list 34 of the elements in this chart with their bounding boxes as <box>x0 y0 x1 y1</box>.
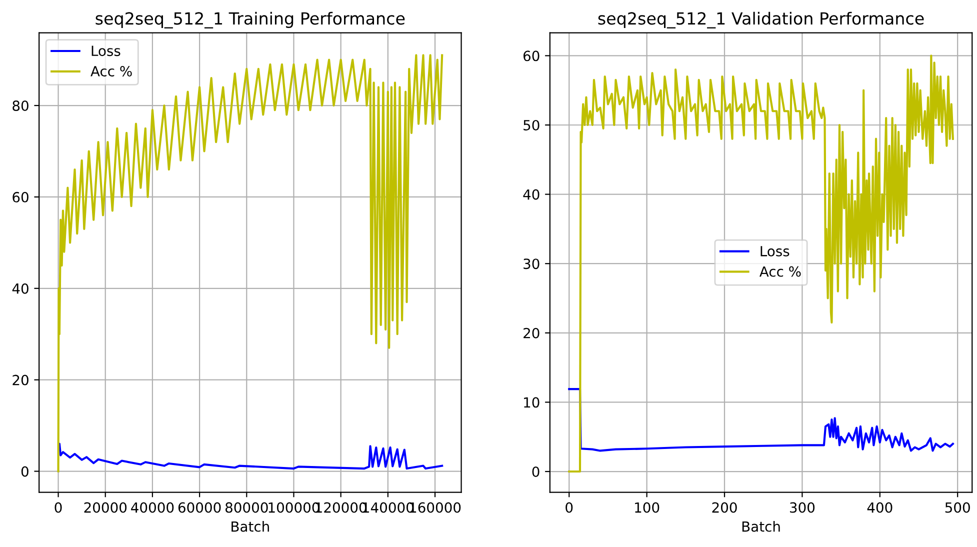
x-tick-label: 60000 <box>178 502 221 513</box>
chart-title: seq2seq_512_1 Validation Performance <box>598 12 924 28</box>
y-tick-label: 20 <box>12 374 28 386</box>
y-tick-label: 40 <box>523 189 540 200</box>
legend-label: Acc % <box>760 266 801 277</box>
x-tick-label: 400 <box>867 502 892 513</box>
x-tick-label: 80000 <box>225 502 268 513</box>
y-tick-label: 80 <box>12 100 28 111</box>
line-series <box>568 54 954 473</box>
x-tick-label: 20000 <box>84 502 127 513</box>
chart-title: seq2seq_512_1 Training Performance <box>96 12 405 28</box>
x-tick-label: 0 <box>54 502 62 513</box>
y-tick-label: 10 <box>524 397 540 408</box>
y-tick-label: 20 <box>524 328 540 338</box>
x-axis-title: Batch <box>742 521 780 532</box>
y-tick-label: 0 <box>532 466 540 477</box>
x-tick-label: 0 <box>566 502 573 513</box>
y-tick-label: 60 <box>524 50 540 62</box>
y-tick-label: 40 <box>12 283 28 294</box>
x-tick-label: 100 <box>635 502 660 513</box>
x-tick-label: 500 <box>945 502 970 513</box>
line-series <box>568 388 954 452</box>
y-tick-label: 60 <box>12 192 28 202</box>
legend-label: Loss <box>92 46 120 56</box>
x-axis-title: Batch <box>232 521 269 532</box>
x-tick-label: 300 <box>790 502 815 513</box>
y-tick-label: 0 <box>21 466 28 477</box>
line-series <box>58 442 444 470</box>
x-tick-label: 40000 <box>131 502 174 513</box>
legend-label: Acc % <box>90 66 132 76</box>
legend-label: Loss <box>760 246 790 256</box>
y-tick-label: 50 <box>524 120 540 130</box>
x-tick-label: 200 <box>712 502 737 513</box>
y-tick-label: 30 <box>524 258 540 270</box>
